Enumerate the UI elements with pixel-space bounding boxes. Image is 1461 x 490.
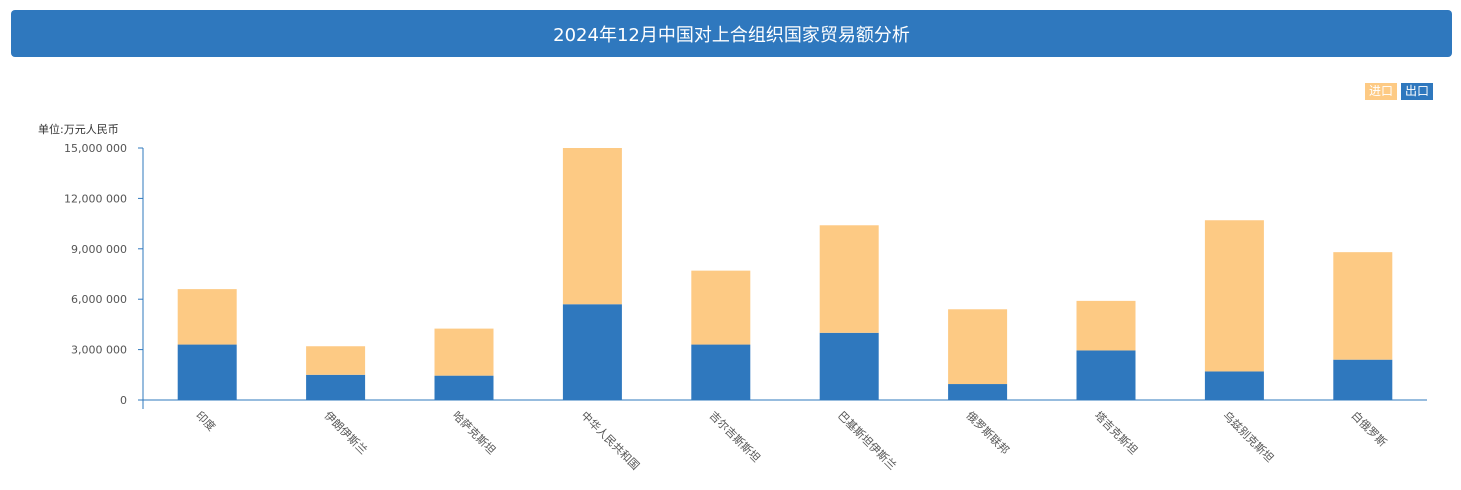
legend-item-import[interactable]: 进口 (1364, 83, 1397, 100)
y-tick-label: 0 (120, 394, 127, 407)
x-tick-label: 印度 (193, 408, 218, 433)
chart-title-bar: 2024年12月中国对上合组织国家贸易额分析 (11, 10, 1452, 57)
bar-export[interactable] (819, 332, 879, 400)
bar-export[interactable] (434, 375, 494, 400)
bar-import[interactable] (434, 328, 494, 376)
y-tick-label: 12,000 000 (64, 192, 127, 205)
x-tick-label: 哈萨克斯坦 (450, 408, 499, 457)
y-tick-label: 9,000 000 (71, 243, 127, 256)
legend-item-export[interactable]: 出口 (1400, 83, 1433, 100)
x-tick-label: 伊朗伊斯兰 (321, 409, 369, 457)
bars (177, 148, 1393, 400)
bar-export[interactable] (562, 304, 622, 400)
y-tick-label: 6,000 000 (71, 293, 127, 306)
y-tick-label: 15,000 000 (64, 142, 127, 155)
bar-export[interactable] (1204, 371, 1264, 400)
bar-export[interactable] (1333, 359, 1393, 400)
x-tick-label: 塔吉克斯坦 (1092, 408, 1141, 457)
bar-export[interactable] (1076, 350, 1136, 400)
bar-import[interactable] (1076, 300, 1136, 351)
x-axis: 印度 伊朗伊斯兰 哈萨克斯坦 中华人民共和国 吉尔吉斯斯坦 巴基斯坦伊斯兰 俄罗斯联邦 塔吉克… (143, 399, 1427, 473)
y-axis-unit-label: 单位:万元人民币 (38, 122, 119, 136)
y-axis: 0 3,000 000 6,000 000 9,000 000 12,000 000 15… (64, 142, 144, 409)
bar-export[interactable] (177, 344, 237, 400)
x-tick-label: 俄罗斯联邦 (963, 409, 1011, 457)
bar-export[interactable] (948, 384, 1008, 400)
bar-import[interactable] (562, 148, 622, 305)
bar-import[interactable] (948, 309, 1008, 385)
bar-import[interactable] (691, 270, 751, 345)
bar-import[interactable] (819, 225, 879, 333)
x-tick-label: 巴基斯坦伊斯兰 (835, 408, 899, 472)
bar-import[interactable] (1333, 252, 1393, 360)
x-tick-label: 吉尔吉斯斯坦 (707, 408, 764, 465)
bar-export[interactable] (306, 374, 366, 400)
x-tick-label: 中华人民共和国 (578, 408, 642, 472)
y-tick-label: 3,000 000 (71, 344, 127, 357)
x-tick-label: 乌兹别克斯坦 (1220, 408, 1277, 465)
bar-import[interactable] (1204, 220, 1264, 372)
x-tick-label: 白俄罗斯 (1349, 408, 1390, 449)
legend: 进口 出口 (1364, 83, 1433, 100)
bar-import[interactable] (306, 346, 366, 375)
bar-export[interactable] (691, 344, 751, 400)
bar-import[interactable] (177, 289, 237, 345)
chart-title: 2024年12月中国对上合组织国家贸易额分析 (553, 24, 910, 46)
